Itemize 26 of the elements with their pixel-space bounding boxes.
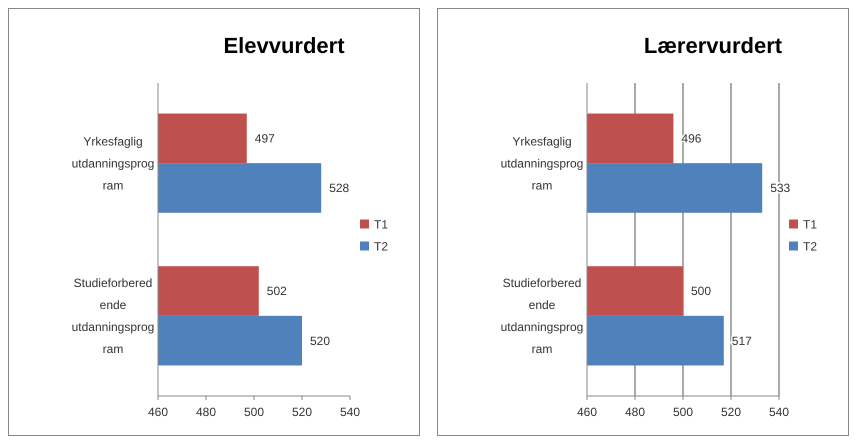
data-label: 517 [732,334,752,348]
y-tick-label: Studieforberedende utdanningsprogram [500,276,584,356]
legend-label: T1 [803,218,818,232]
x-tick-label: 540 [340,405,360,419]
data-label: 502 [266,284,288,298]
legend-label: T1 [374,218,388,232]
y-tick-label: Yrkesfaglig utdanningsprogram [500,134,584,192]
chart-title: Elevvurdert [223,33,346,58]
x-tick-label: 460 [576,405,598,419]
data-label: 528 [329,181,350,196]
data-label: 497 [254,132,276,146]
legend-label: T2 [374,240,388,254]
data-label: 520 [310,334,330,348]
y-tick-label: Studieforberedende utdanningsprogram [72,276,154,356]
data-label: 500 [691,284,712,298]
x-tick-label: 460 [148,405,168,419]
x-tick-label: 480 [196,405,216,419]
x-tick-label: 540 [768,405,790,419]
x-tick-label: 500 [672,405,694,419]
x-tick-label: 520 [720,405,742,419]
x-tick-label: 480 [624,405,646,419]
y-tick-label: Yrkesfaglig utdanningsprogram [72,134,154,192]
x-tick-label: 520 [292,405,312,419]
legend-label: T2 [803,240,818,254]
chart-title: Lærervurdert [644,33,783,58]
x-tick-label: 500 [244,405,264,419]
